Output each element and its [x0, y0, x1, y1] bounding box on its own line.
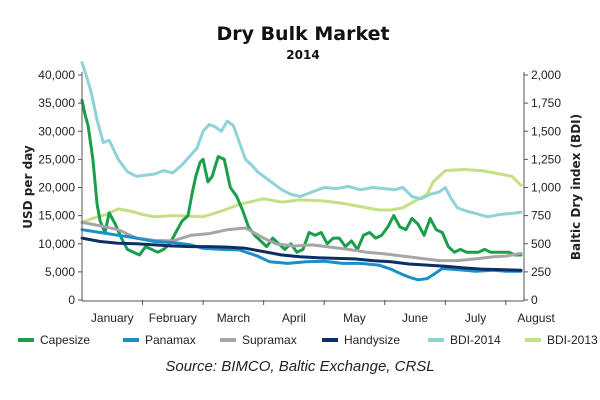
left-tick-label: 25,000	[38, 152, 75, 166]
left-axis-label: USD per day	[21, 145, 35, 229]
x-tick-label: April	[282, 311, 306, 325]
right-tick-label: 1,000	[531, 181, 561, 195]
left-tick-label: 10,000	[38, 237, 75, 251]
x-tick-label: August	[517, 311, 555, 325]
source-note: Source: BIMCO, Baltic Exchange, CRSL	[165, 358, 434, 375]
left-tick-label: 35,000	[38, 96, 75, 110]
series-line-bdi-2013	[80, 168, 523, 224]
legend-item-label: Handysize	[344, 333, 400, 347]
right-axis-ticks: 0 250 500 750 1,000 1,250 1,500 1,750 2,000	[524, 68, 561, 307]
left-tick-label: 30,000	[38, 124, 75, 138]
series-line-bdi-2014	[80, 61, 523, 219]
right-tick-label: 750	[531, 209, 551, 223]
legend-item-label: BDI-2013	[547, 333, 598, 347]
right-axis-label: Baltic Dry index (BDI)	[569, 114, 583, 260]
right-tick-label: 1,250	[531, 152, 561, 166]
left-tick-label: 5,000	[45, 265, 75, 279]
right-tick-label: 1,750	[531, 96, 561, 110]
x-tick-label: June	[402, 311, 428, 325]
x-tick-label: March	[217, 311, 250, 325]
x-axis-ticks: January February March April May June July Augu…	[91, 300, 555, 325]
series-line-handysize	[80, 236, 523, 272]
x-tick-label: May	[343, 311, 366, 325]
legend-item-label: BDI-2014	[450, 333, 501, 347]
series-line-capesize	[80, 98, 523, 257]
series-line-panamax	[80, 228, 523, 282]
left-axis-ticks: 0 5,000 10,000 15,000 20,000 25,000 30,000 35,0…	[38, 68, 82, 307]
legend-item-label: Capesize	[40, 333, 90, 347]
legend-item-label: Panamax	[145, 333, 196, 347]
chart-title: Dry Bulk Market	[216, 23, 389, 45]
right-tick-label: 250	[531, 265, 551, 279]
series-lines	[80, 61, 523, 282]
right-tick-label: 1,500	[531, 124, 561, 138]
x-tick-label: February	[149, 311, 197, 325]
x-tick-label: January	[91, 311, 134, 325]
left-tick-label: 20,000	[38, 181, 75, 195]
left-tick-label: 0	[68, 293, 75, 307]
left-tick-label: 40,000	[38, 68, 75, 82]
x-tick-label: July	[465, 311, 486, 325]
chart-subtitle: 2014	[286, 48, 319, 62]
right-tick-label: 500	[531, 237, 551, 251]
legend: Capesize Panamax Supramax Handysize BDI-2014…	[18, 333, 598, 347]
left-tick-label: 15,000	[38, 209, 75, 223]
right-tick-label: 0	[531, 293, 538, 307]
right-tick-label: 2,000	[531, 68, 561, 82]
legend-item-label: Supramax	[242, 333, 297, 347]
